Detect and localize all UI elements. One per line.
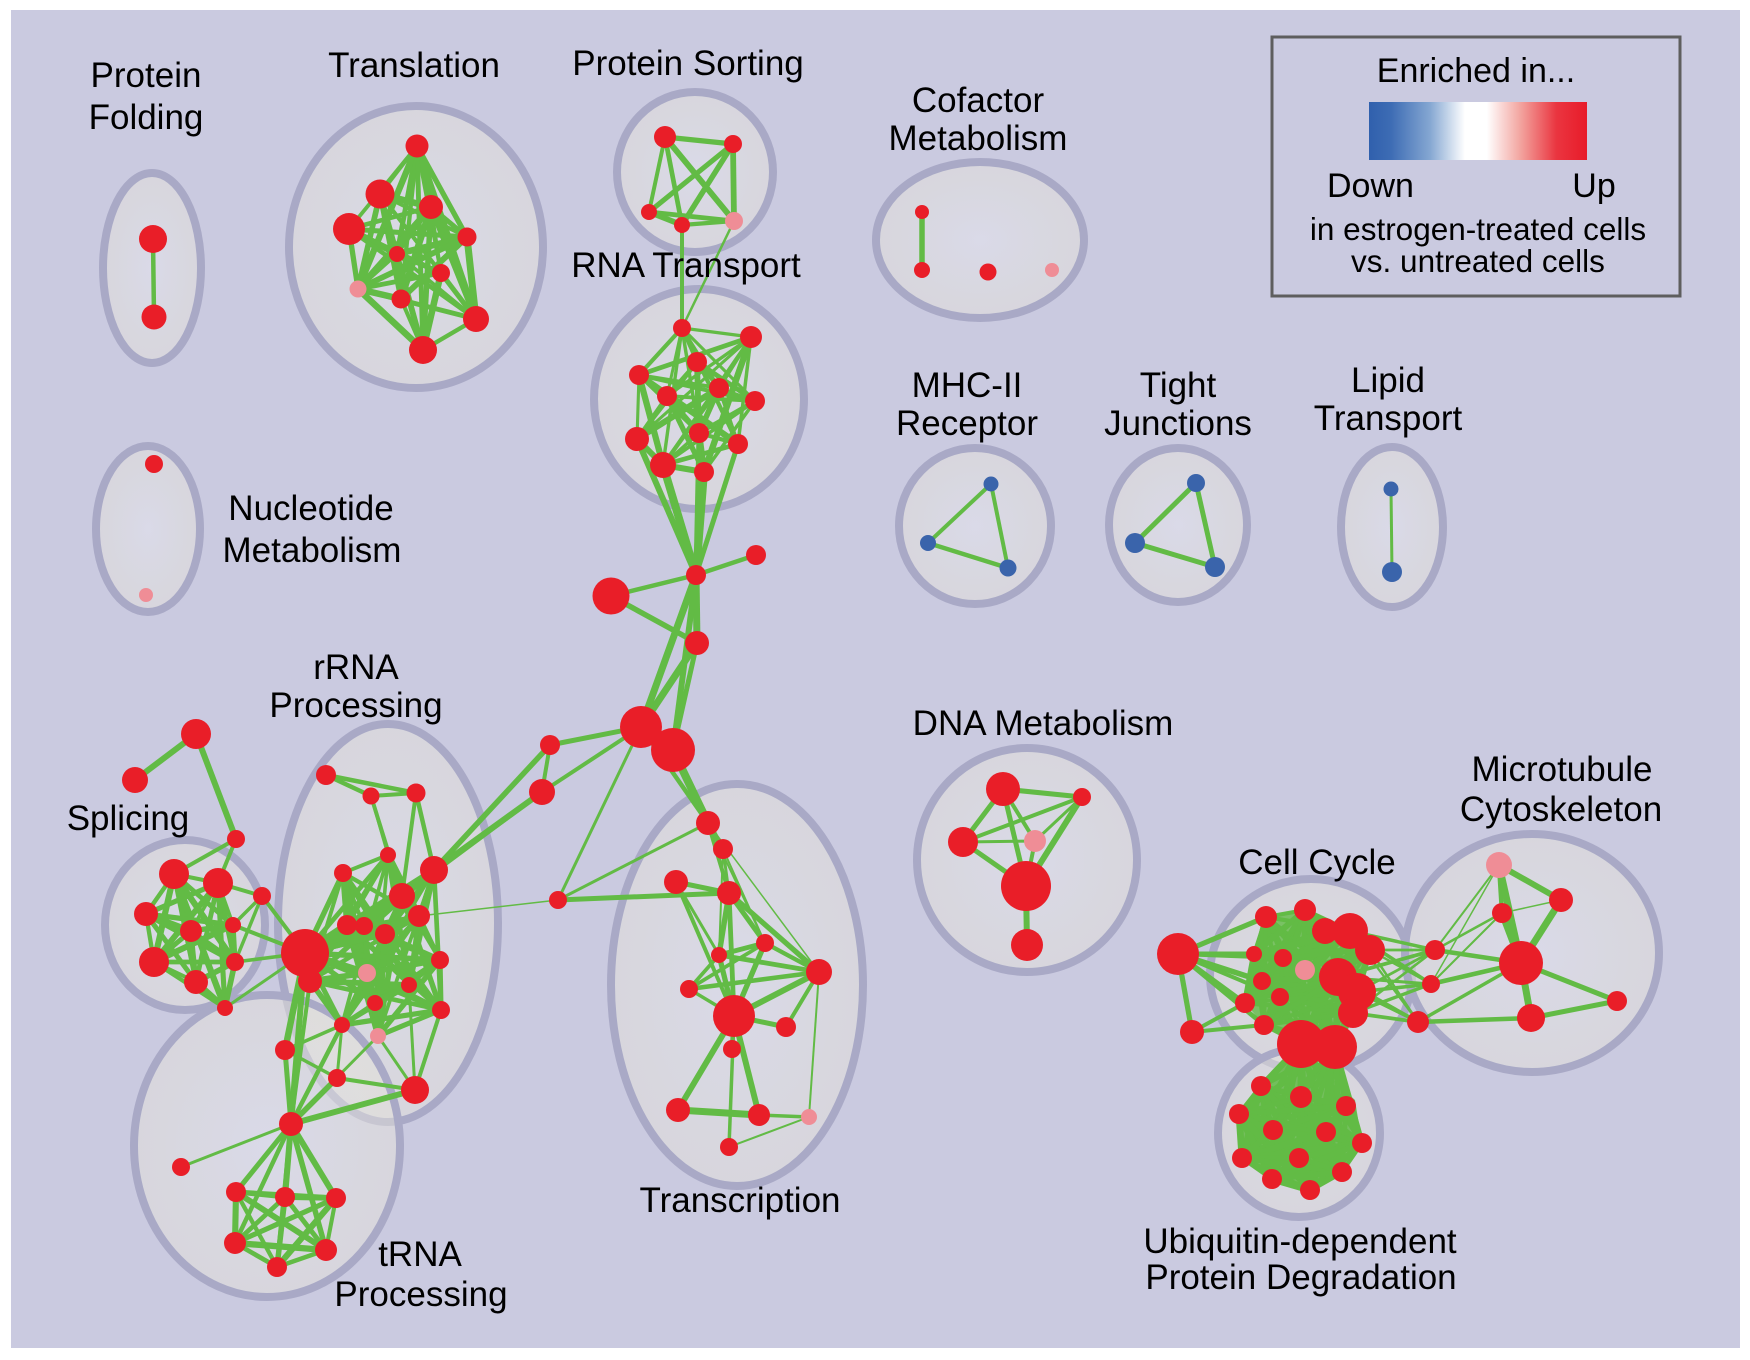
svg-text:Processing: Processing [269,686,442,725]
svg-text:Splicing: Splicing [67,799,190,838]
svg-text:Transcription: Transcription [640,1181,841,1220]
svg-text:Metabolism: Metabolism [223,531,402,570]
svg-text:Processing: Processing [334,1275,507,1314]
svg-text:MHC-II: MHC-II [912,366,1023,405]
svg-text:Protein Sorting: Protein Sorting [572,44,804,83]
svg-text:Cell Cycle: Cell Cycle [1238,843,1396,882]
svg-text:Transport: Transport [1314,399,1463,438]
svg-text:Microtubule: Microtubule [1472,750,1653,789]
svg-text:Folding: Folding [89,98,204,137]
svg-text:Cytoskeleton: Cytoskeleton [1460,790,1662,829]
svg-text:Junctions: Junctions [1104,404,1252,443]
svg-text:Metabolism: Metabolism [889,119,1068,158]
svg-text:Protein: Protein [91,56,202,95]
svg-text:DNA Metabolism: DNA Metabolism [913,704,1174,743]
svg-text:Lipid: Lipid [1351,361,1425,400]
svg-text:Ubiquitin-dependent: Ubiquitin-dependent [1143,1222,1457,1261]
svg-text:Down: Down [1327,167,1414,205]
svg-text:rRNA: rRNA [313,648,399,687]
svg-text:Tight: Tight [1140,366,1217,405]
svg-text:Nucleotide: Nucleotide [228,489,393,528]
svg-text:Translation: Translation [328,46,500,85]
svg-text:RNA Transport: RNA Transport [571,246,801,285]
svg-text:Enriched in...: Enriched in... [1377,52,1575,90]
svg-text:Receptor: Receptor [896,404,1038,443]
svg-text:tRNA: tRNA [378,1235,462,1274]
svg-text:Up: Up [1572,167,1615,205]
svg-text:in estrogen-treated cells: in estrogen-treated cells [1310,211,1646,247]
svg-text:vs. untreated cells: vs. untreated cells [1351,243,1605,279]
svg-text:Protein Degradation: Protein Degradation [1145,1258,1456,1297]
svg-text:Cofactor: Cofactor [912,81,1045,120]
